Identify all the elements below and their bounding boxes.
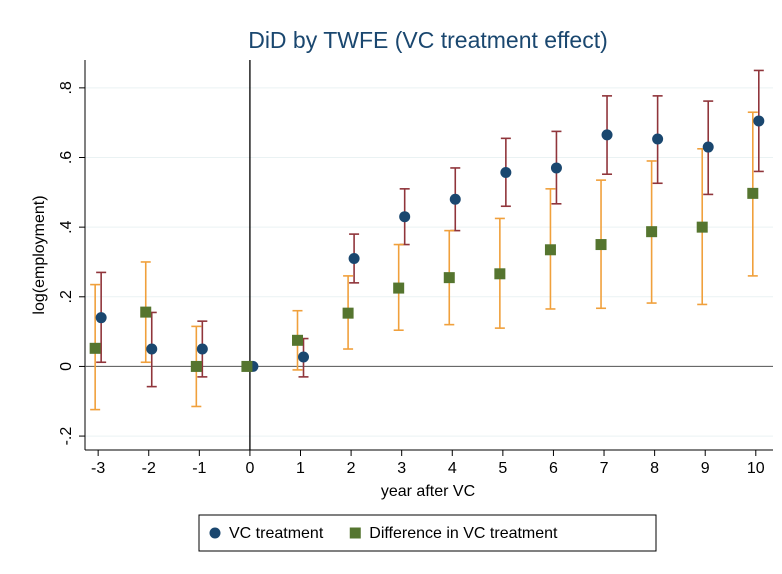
x-axis-label: year after VC (381, 483, 475, 500)
point (449, 193, 461, 205)
x-tick-label: 1 (296, 460, 305, 477)
point (652, 133, 664, 145)
x-tick-label: -1 (192, 460, 206, 477)
point (146, 343, 158, 355)
point (196, 343, 208, 355)
point (646, 226, 658, 238)
point (753, 115, 765, 127)
y-axis-label: log(employment) (31, 195, 48, 314)
x-tick-label: 2 (347, 460, 356, 477)
point (399, 211, 411, 223)
x-tick-label: 0 (245, 460, 254, 477)
point (298, 351, 310, 363)
point (601, 129, 613, 141)
x-tick-label: 7 (600, 460, 609, 477)
x-tick-label: 8 (650, 460, 659, 477)
point (747, 187, 759, 199)
point (348, 252, 360, 264)
point (494, 268, 506, 280)
point (544, 244, 556, 256)
y-tick-label: .6 (58, 151, 75, 164)
y-tick-label: .2 (58, 290, 75, 303)
legend-marker (209, 527, 221, 539)
point (241, 360, 253, 372)
point (95, 312, 107, 324)
point (702, 141, 714, 153)
x-tick-label: 3 (397, 460, 406, 477)
y-tick-label: .4 (58, 220, 75, 233)
x-tick-label: -2 (142, 460, 156, 477)
point (393, 282, 405, 294)
point (89, 342, 101, 354)
legend-marker (349, 527, 361, 539)
legend-label: Difference in VC treatment (369, 525, 558, 542)
point (342, 307, 354, 319)
x-tick-label: 4 (448, 460, 457, 477)
x-tick-label: -3 (91, 460, 105, 477)
x-tick-label: 9 (701, 460, 710, 477)
point (190, 360, 202, 372)
point (550, 162, 562, 174)
point (500, 166, 512, 178)
chart-title: DiD by TWFE (VC treatment effect) (248, 27, 608, 53)
y-tick-label: -.2 (58, 427, 75, 446)
x-tick-label: 5 (498, 460, 507, 477)
point (443, 272, 455, 284)
y-tick-label: .8 (58, 81, 75, 94)
point (595, 239, 607, 251)
legend-label: VC treatment (229, 525, 324, 542)
point (140, 306, 152, 318)
point (696, 221, 708, 233)
x-tick-label: 6 (549, 460, 558, 477)
point (292, 334, 304, 346)
legend-box (198, 514, 657, 552)
y-tick-label: 0 (58, 362, 75, 371)
x-tick-label: 10 (747, 460, 765, 477)
